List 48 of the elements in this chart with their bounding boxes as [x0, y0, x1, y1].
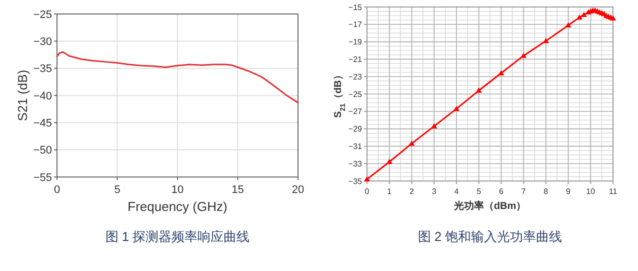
y-tick-label: −25: [348, 90, 363, 99]
x-tick-label: 20: [292, 184, 304, 196]
y-tick-label: −30: [33, 36, 52, 48]
y-tick-label: −35: [33, 63, 52, 76]
x-tick-label: 9: [566, 187, 572, 196]
point: [364, 176, 370, 182]
x-tick-label: 10: [586, 187, 596, 196]
x-tick-label: 4: [454, 187, 460, 196]
text: 图 2 饱和输入光功率曲线: [418, 229, 562, 244]
y-tick-label: −25: [33, 8, 52, 21]
y-tick-label: −17: [348, 20, 363, 30]
y-tick-label: −35: [348, 176, 363, 186]
point: [431, 123, 438, 128]
point: [498, 70, 504, 76]
x-tick-label: 5: [114, 184, 120, 196]
y-tick-label: −40: [33, 90, 52, 102]
y-tick-label: −21: [348, 55, 363, 64]
line-series: [56, 51, 299, 104]
x-tick-label: 6: [498, 187, 504, 196]
x-tick-label: 0: [54, 184, 60, 196]
x-tick-label: 3: [432, 187, 437, 196]
x-tick-label: 2: [410, 187, 414, 196]
x-tick-label: 0: [364, 187, 370, 196]
x-axis-title: Frequency (GHz): [128, 199, 228, 214]
x-axis-title: 光功率（dBm）: [452, 200, 526, 212]
y-tick-label: −15: [348, 2, 363, 12]
x-tick-label: 8: [544, 187, 549, 196]
x-tick-label: 7: [521, 187, 526, 196]
point: [520, 52, 527, 58]
y-tick-label: −33: [348, 159, 363, 168]
y-tick-label: −31: [348, 142, 363, 151]
x-tick-label: 1: [387, 187, 392, 196]
y-tick-label: −29: [348, 124, 363, 134]
point: [610, 15, 616, 21]
x-tick-label: 10: [171, 184, 184, 196]
y-tick-label: −50: [33, 144, 52, 157]
x-tick-label: 5: [476, 187, 482, 196]
y-axis-title: S21 (dB): [15, 70, 30, 122]
y-tick-label: −19: [348, 38, 363, 47]
x-tick-label: 11: [608, 187, 618, 196]
y-tick-label: −23: [348, 72, 363, 82]
y-tick-label: −45: [33, 118, 52, 130]
point: [476, 88, 482, 93]
x-tick-label: 15: [232, 184, 244, 196]
text: 图 1 探测器频率响应曲线: [105, 229, 250, 244]
y-tick-label: −27: [348, 107, 363, 116]
point: [408, 140, 415, 146]
y-tick-label: −55: [33, 172, 52, 184]
